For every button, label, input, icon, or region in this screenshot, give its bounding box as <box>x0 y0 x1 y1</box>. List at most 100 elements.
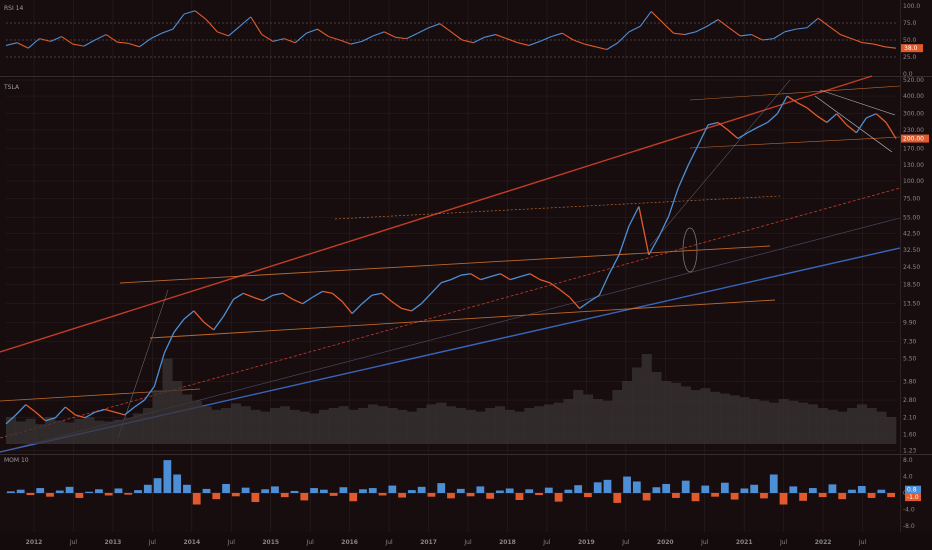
volume-bar <box>221 408 232 444</box>
rsi-segment <box>506 38 518 44</box>
orange-top-line[interactable] <box>689 85 901 101</box>
momentum-bar <box>593 482 602 493</box>
price-segment <box>806 107 818 117</box>
fan-line[interactable] <box>649 79 791 247</box>
volume-bar <box>534 406 545 444</box>
price-segment <box>134 399 145 408</box>
momentum-bars[interactable] <box>7 460 895 505</box>
volume-bar <box>84 417 95 444</box>
momentum-bar <box>642 493 651 501</box>
volume-bar <box>485 408 496 444</box>
rsi-segment <box>539 36 552 42</box>
price-tick-label: 1.23 <box>903 447 917 454</box>
volume-bar <box>182 394 193 444</box>
price-segment <box>222 298 235 317</box>
momentum-bar <box>212 493 221 500</box>
momentum-bar <box>16 489 25 493</box>
momentum-bar <box>887 493 895 498</box>
rsi-segment <box>828 25 841 36</box>
momentum-bar <box>750 484 759 493</box>
rsi-segment <box>161 28 174 34</box>
price-series[interactable] <box>5 95 897 425</box>
rsi-segment <box>239 16 252 27</box>
price-tick-label: 170.00 <box>903 146 924 153</box>
momentum-bar <box>877 489 886 493</box>
orange-channel-top[interactable] <box>119 245 771 284</box>
rsi-segment <box>550 32 563 38</box>
momentum-bar <box>613 493 622 503</box>
momentum-bar <box>515 493 524 500</box>
momentum-bar <box>486 493 495 499</box>
rsi-segment <box>328 36 340 41</box>
rsi-segment <box>16 42 29 49</box>
price-segment <box>776 95 788 115</box>
price-segment <box>539 279 551 284</box>
momentum-last-value: -1.0 <box>907 494 919 501</box>
volume-bar <box>103 421 114 444</box>
rsi-segment <box>94 34 107 41</box>
rsi-segment <box>873 43 886 48</box>
price-segment <box>589 294 600 303</box>
rsi-tick-label: 25.0 <box>903 54 917 61</box>
price-pane-label: TSLA <box>4 84 20 91</box>
momentum-bar <box>192 493 201 505</box>
price-tick-label: 13.50 <box>903 301 920 308</box>
rsi-segment <box>450 31 463 41</box>
rsi-segment <box>283 38 296 44</box>
momentum-bar <box>124 493 133 495</box>
highlight-ellipse[interactable] <box>682 227 698 273</box>
price-segment <box>836 113 848 126</box>
price-segment <box>173 318 185 333</box>
price-segment <box>618 225 630 255</box>
momentum-bar <box>417 486 426 493</box>
rsi-segment <box>350 40 363 45</box>
price-segment <box>381 292 393 302</box>
rsi-pane-label: RSI 14 <box>4 5 24 12</box>
volume-bar <box>94 420 105 444</box>
orange-channel-bottom[interactable] <box>149 299 776 339</box>
momentum-bar <box>241 487 250 493</box>
price-segment <box>75 414 86 419</box>
momentum-bar <box>818 493 827 498</box>
red-channel-line[interactable] <box>0 187 901 439</box>
volume-bar <box>240 406 251 444</box>
price-segment <box>292 298 303 305</box>
momentum-bar <box>290 490 299 493</box>
volume-bar <box>289 409 300 444</box>
rsi-segment <box>584 43 596 48</box>
rsi-segment <box>395 36 407 40</box>
price-segment <box>193 310 205 323</box>
price-segment <box>233 292 244 300</box>
volume-bar <box>807 404 819 444</box>
momentum-bar <box>231 493 240 497</box>
momentum-bar <box>173 474 182 493</box>
momentum-bar <box>701 485 710 493</box>
rsi-segment <box>339 39 352 45</box>
volume-bar <box>328 408 339 444</box>
price-segment <box>866 113 877 119</box>
x-tick-label: 2019 <box>578 539 595 546</box>
momentum-bar <box>730 493 739 500</box>
momentum-bar <box>359 489 367 493</box>
orange-mid-line[interactable] <box>689 136 901 149</box>
wedge-line[interactable] <box>819 89 896 116</box>
volume-bar <box>817 408 828 444</box>
rsi-last-badge <box>901 44 923 53</box>
momentum-bar <box>496 490 504 493</box>
momentum-tick-label: -8.0 <box>903 523 915 530</box>
volume-bar <box>455 408 466 444</box>
x-tick-label: Jul <box>542 539 551 546</box>
momentum-bar <box>349 493 358 502</box>
rsi-tick-label: 75.0 <box>903 20 917 27</box>
volume-bar <box>749 399 760 444</box>
price-segment <box>786 95 798 104</box>
rsi-segment <box>105 34 118 43</box>
rsi-segment <box>217 31 229 37</box>
momentum-bar <box>339 487 348 493</box>
momentum-bar <box>261 489 270 493</box>
wedge-line[interactable] <box>814 95 893 153</box>
volume-bar <box>788 400 799 444</box>
price-segment <box>94 408 106 413</box>
rsi-series[interactable] <box>5 10 897 51</box>
